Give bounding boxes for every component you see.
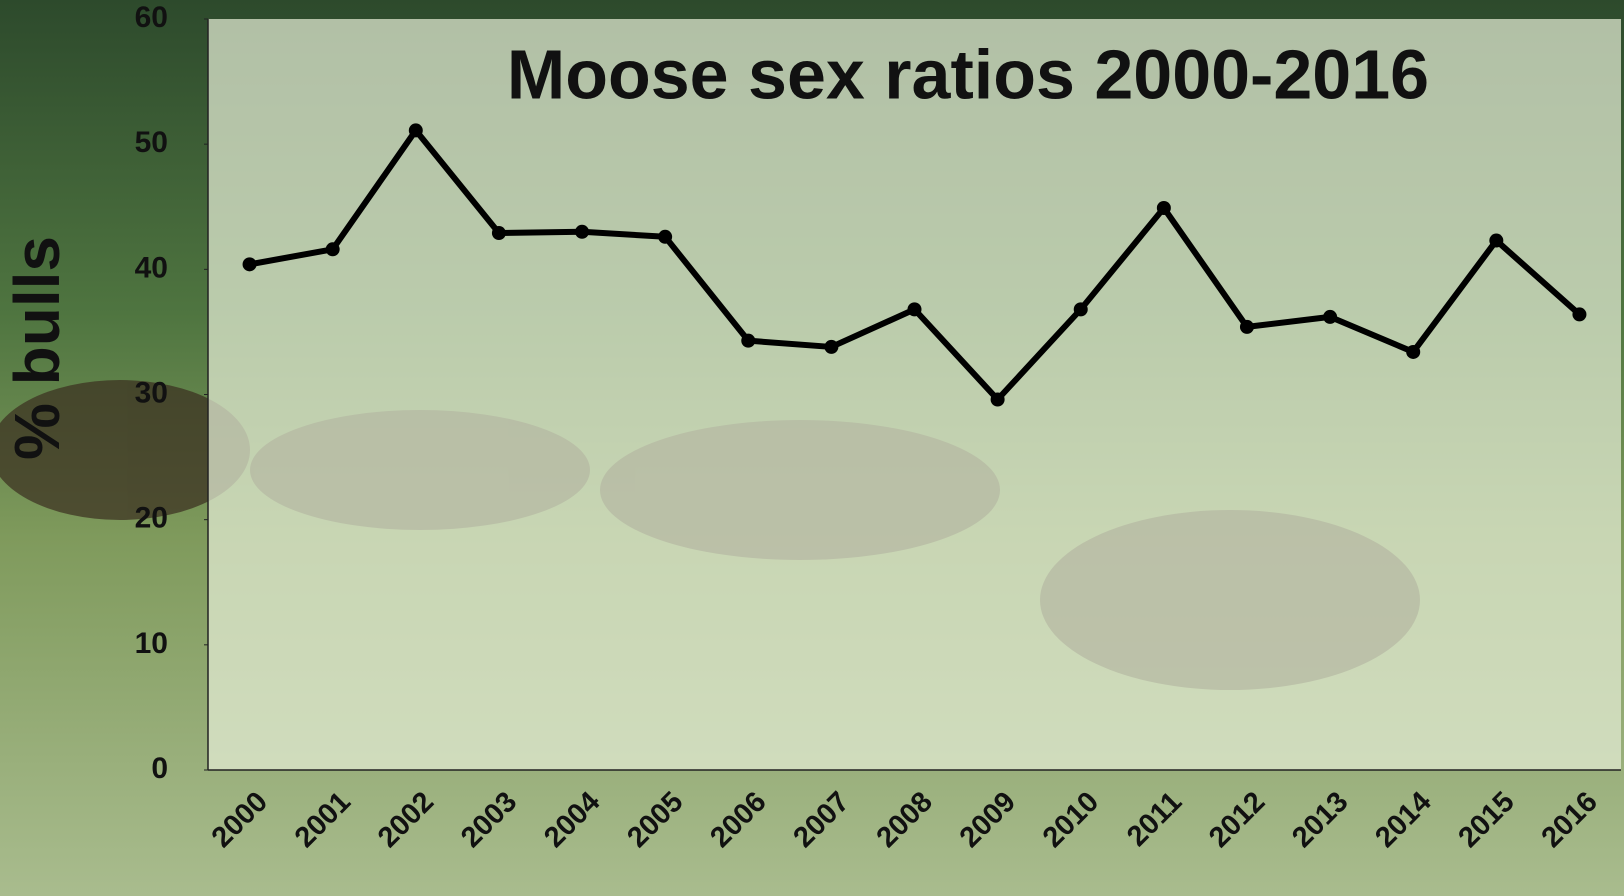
y-tick-label: 50 [135,126,168,159]
y-tick-label: 10 [135,627,168,660]
marker [1406,344,1421,359]
marker [907,302,922,317]
marker [1572,307,1587,322]
y-axis-label: % bulls [1,236,73,460]
plot-area [208,19,1621,770]
y-tick-label: 60 [135,1,168,34]
marker [990,392,1005,407]
marker [741,333,756,348]
marker [242,257,257,272]
marker [408,123,423,138]
marker [1239,319,1254,334]
y-tick-label: 30 [135,376,168,409]
marker [1323,309,1338,324]
marker [1489,233,1504,248]
marker [1073,302,1088,317]
y-tick-label: 20 [135,502,168,535]
marker [1156,201,1171,216]
marker [491,226,506,241]
y-tick-label: 0 [151,752,168,785]
marker [575,224,590,239]
marker [824,339,839,354]
y-tick-label: 40 [135,251,168,284]
marker [325,242,340,257]
chart-title: Moose sex ratios 2000-2016 [507,35,1429,113]
marker [658,229,673,244]
